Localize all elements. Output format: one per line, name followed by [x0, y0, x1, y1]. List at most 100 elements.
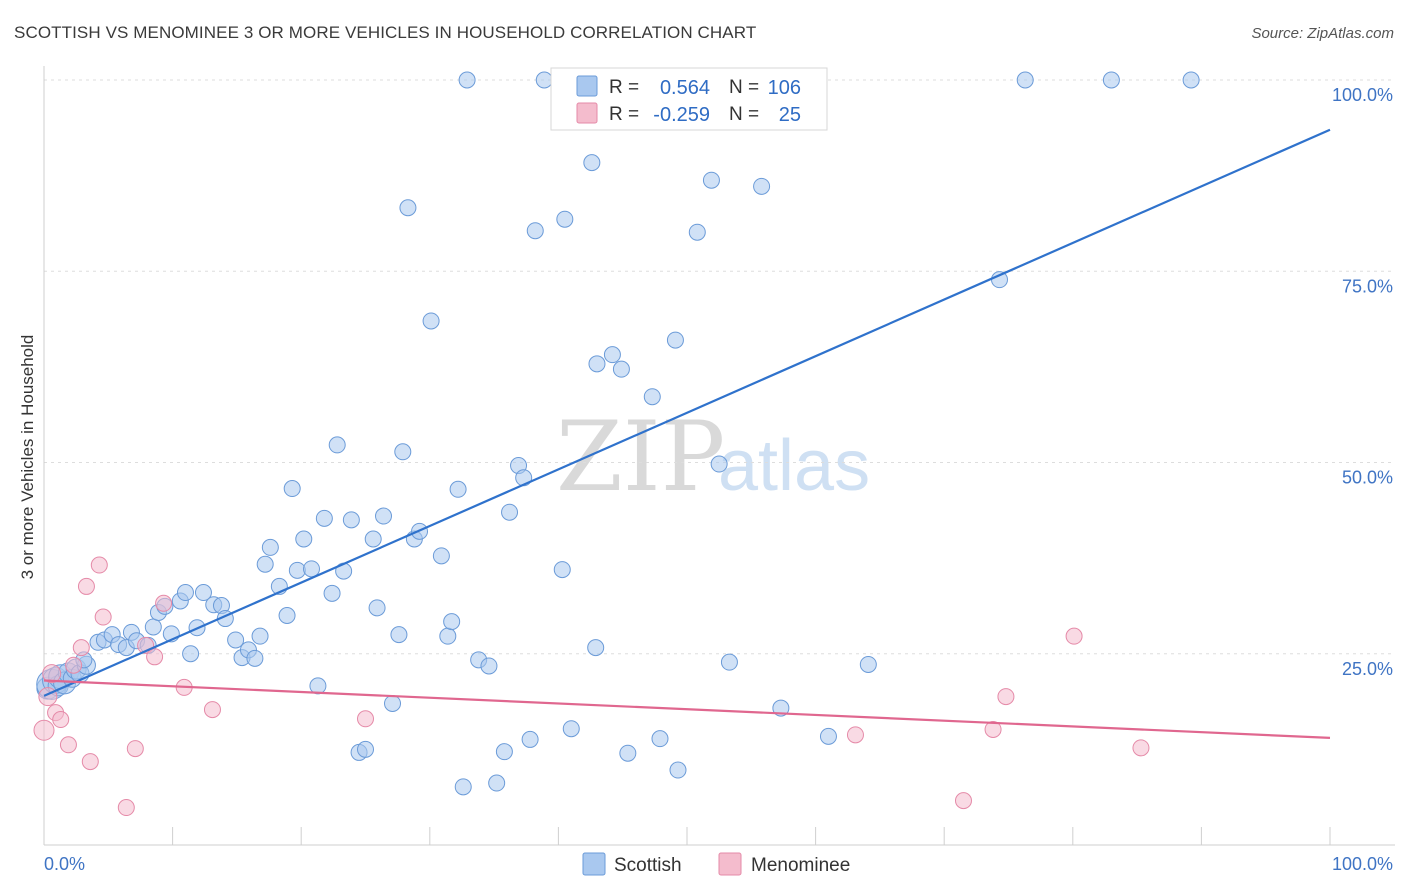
- scottish-point: [288, 561, 306, 579]
- menominee-point: [72, 639, 90, 657]
- legend-n-label-1: N =: [729, 77, 759, 98]
- scottish-point: [553, 561, 571, 579]
- scottish-point: [556, 210, 574, 228]
- scottish-point: [384, 694, 402, 712]
- scottish-point: [432, 547, 450, 565]
- top-legend: R = 0.564 N = 106 R = -0.259 N = 25: [550, 67, 828, 131]
- bottom-legend: Scottish Menominee: [582, 852, 850, 876]
- scottish-point: [375, 507, 393, 525]
- scottish-point: [1016, 71, 1034, 89]
- menominee-point: [77, 577, 95, 595]
- scottish-point: [323, 584, 341, 602]
- menominee-point: [146, 648, 164, 666]
- scottish-point: [619, 744, 637, 762]
- scottish-point: [1102, 71, 1120, 89]
- scottish-point: [422, 312, 440, 330]
- trend-lines: [43, 128, 1331, 739]
- grid-lines: [44, 79, 1395, 655]
- menominee-point: [94, 608, 112, 626]
- scottish-point: [688, 223, 706, 241]
- scottish-point: [261, 538, 279, 556]
- bottom-legend-label-menominee: Menominee: [751, 855, 850, 876]
- y-axis-label: 3 or more Vehicles in Household: [18, 335, 37, 580]
- menominee-point: [65, 656, 83, 674]
- watermark-zip: ZIP: [556, 401, 725, 513]
- menominee-point: [90, 556, 108, 574]
- scottish-point: [368, 599, 386, 617]
- scottish-point: [587, 639, 605, 657]
- scottish-point: [643, 388, 661, 406]
- scottish-point: [283, 480, 301, 498]
- scottish-point: [182, 645, 200, 663]
- menominee-point: [984, 720, 1002, 738]
- scottish-point: [526, 222, 544, 240]
- axes: [43, 66, 1395, 846]
- scottish-point: [251, 627, 269, 645]
- legend-r-value-1: 0.564: [660, 77, 710, 99]
- scottish-point: [278, 607, 296, 624]
- y-tick-label: 100.0%: [1332, 85, 1393, 105]
- y-tick-label: 75.0%: [1342, 276, 1393, 296]
- bottom-legend-label-scottish: Scottish: [614, 855, 682, 876]
- scottish-point: [772, 699, 790, 717]
- scottish-point: [449, 480, 467, 498]
- scottish-point: [588, 355, 606, 373]
- legend-r-value-2: -0.259: [653, 104, 710, 126]
- scottish-point: [495, 743, 513, 761]
- x-tick-labels: 0.0% 100.0%: [44, 854, 1393, 874]
- scottish-point: [454, 778, 472, 796]
- scottish-point: [364, 530, 382, 548]
- scottish-point: [480, 657, 498, 675]
- watermark-atlas: atlas: [718, 426, 870, 506]
- scottish-point: [753, 177, 771, 195]
- scottish-point: [144, 618, 162, 636]
- scottish-point: [176, 584, 194, 602]
- scottish-point: [603, 346, 621, 364]
- scottish-point: [227, 631, 245, 649]
- scottish-point: [194, 584, 212, 602]
- menominee-point: [954, 792, 972, 810]
- scottish-point: [443, 613, 461, 631]
- x-tick-label: 100.0%: [1332, 854, 1393, 874]
- scottish-point: [521, 730, 539, 748]
- legend-n-value-1: 106: [768, 77, 801, 99]
- x-tick-label: 0.0%: [44, 854, 85, 874]
- legend-r-label-1: R =: [609, 77, 639, 98]
- scottish-point: [612, 360, 630, 378]
- scottish-point: [399, 199, 417, 217]
- menominee-point: [81, 753, 99, 771]
- menominee-point: [126, 740, 144, 758]
- menominee-point: [42, 664, 62, 684]
- scottish-point: [295, 530, 313, 548]
- chart-title: SCOTTISH VS MENOMINEE 3 OR MORE VEHICLES…: [14, 23, 756, 42]
- scottish-point: [1182, 71, 1200, 89]
- menominee-point: [846, 726, 864, 744]
- y-tick-label: 50.0%: [1342, 468, 1393, 488]
- chart-source: Source: ZipAtlas.com: [1251, 25, 1394, 42]
- menominee-point: [52, 711, 70, 729]
- legend-r-label-2: R =: [609, 104, 639, 125]
- bottom-legend-swatch-menominee: [718, 852, 742, 876]
- scottish-point: [357, 740, 374, 758]
- menominee-point: [117, 799, 135, 817]
- scottish-point: [394, 443, 412, 461]
- scottish-point: [583, 154, 601, 172]
- scottish-point: [328, 436, 346, 454]
- scottish-point: [256, 555, 274, 573]
- scottish-point: [309, 677, 327, 695]
- menominee-point: [155, 594, 173, 612]
- scottish-point: [651, 730, 669, 748]
- bottom-legend-swatch-scottish: [582, 852, 606, 876]
- scottish-point: [819, 727, 837, 745]
- menominee-point: [997, 688, 1015, 706]
- scottish-point: [501, 503, 519, 521]
- scottish-point: [859, 655, 877, 673]
- legend-swatch-menominee: [576, 102, 598, 124]
- scottish-point: [390, 626, 408, 644]
- scottish-point: [458, 71, 476, 89]
- scottish-point: [666, 331, 684, 349]
- scottish-point: [342, 511, 360, 529]
- menominee-point: [1065, 627, 1083, 645]
- legend-n-label-2: N =: [729, 104, 759, 125]
- scottish-point: [488, 774, 506, 792]
